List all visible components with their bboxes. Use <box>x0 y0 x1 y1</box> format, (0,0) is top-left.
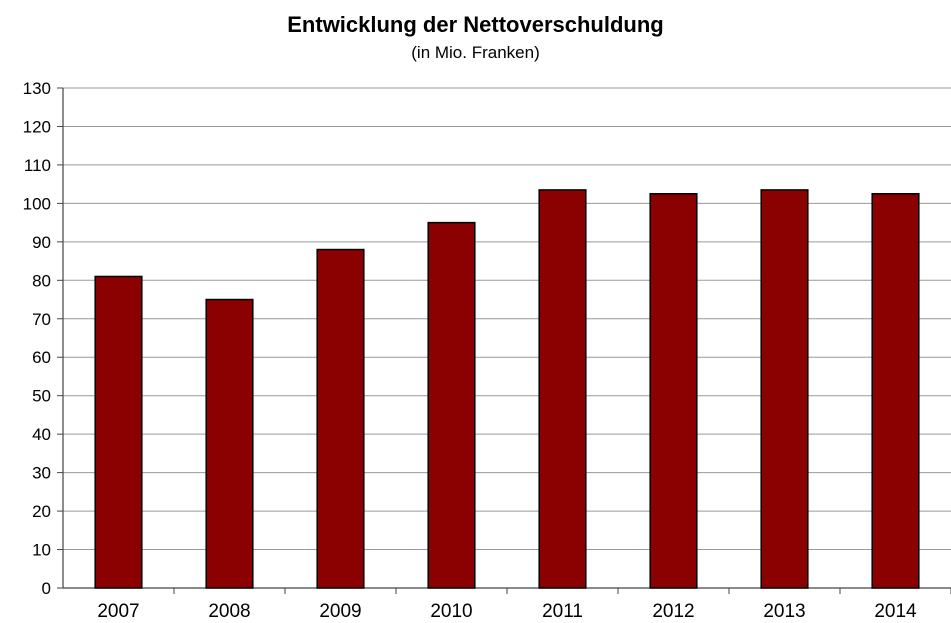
x-tick-label-2013: 2013 <box>763 601 805 622</box>
y-tick-label-10: 10 <box>32 541 51 560</box>
y-tick-label-20: 20 <box>32 502 51 521</box>
chart-title: Entwicklung der Nettoverschuldung <box>287 12 664 37</box>
x-tick-label-2009: 2009 <box>319 601 361 622</box>
bar-2007 <box>94 275 143 589</box>
y-tick-label-120: 120 <box>23 117 51 136</box>
y-tick-label-130: 130 <box>23 79 51 98</box>
y-tick-label-40: 40 <box>32 425 51 444</box>
bar-2013 <box>760 189 809 589</box>
bar-2011 <box>538 189 587 589</box>
bar-2010 <box>427 221 476 589</box>
chart-subtitle: (in Mio. Franken) <box>411 43 540 62</box>
axes <box>57 87 951 594</box>
y-tick-label-100: 100 <box>23 194 51 213</box>
y-tick-label-110: 110 <box>24 156 51 175</box>
x-tick-label-2012: 2012 <box>652 601 694 622</box>
bars <box>94 189 920 589</box>
gridlines <box>63 87 951 551</box>
x-tick-label-2010: 2010 <box>430 601 472 622</box>
y-tick-label-70: 70 <box>32 310 51 329</box>
x-tick-label-2014: 2014 <box>874 601 917 622</box>
bar-2009 <box>316 248 365 589</box>
y-tick-label-50: 50 <box>32 387 51 406</box>
x-tick-label-2011: 2011 <box>542 601 583 622</box>
y-tick-label-0: 0 <box>42 579 51 598</box>
y-tick-label-80: 80 <box>32 271 51 290</box>
y-tick-label-90: 90 <box>32 233 51 252</box>
x-tick-labels: 2007 2008 2009 2010 2011 2012 2013 2014 <box>97 601 917 622</box>
bar-2014 <box>871 193 920 589</box>
x-tick-label-2007: 2007 <box>97 601 139 622</box>
bar-2008 <box>205 298 254 589</box>
y-tick-label-30: 30 <box>32 464 51 483</box>
y-tick-label-60: 60 <box>32 348 51 367</box>
x-tick-label-2008: 2008 <box>208 601 250 622</box>
bar-2012 <box>649 193 698 589</box>
y-tick-labels: 0 10 20 30 40 50 60 70 80 90 100 110 120 130 <box>23 79 51 598</box>
